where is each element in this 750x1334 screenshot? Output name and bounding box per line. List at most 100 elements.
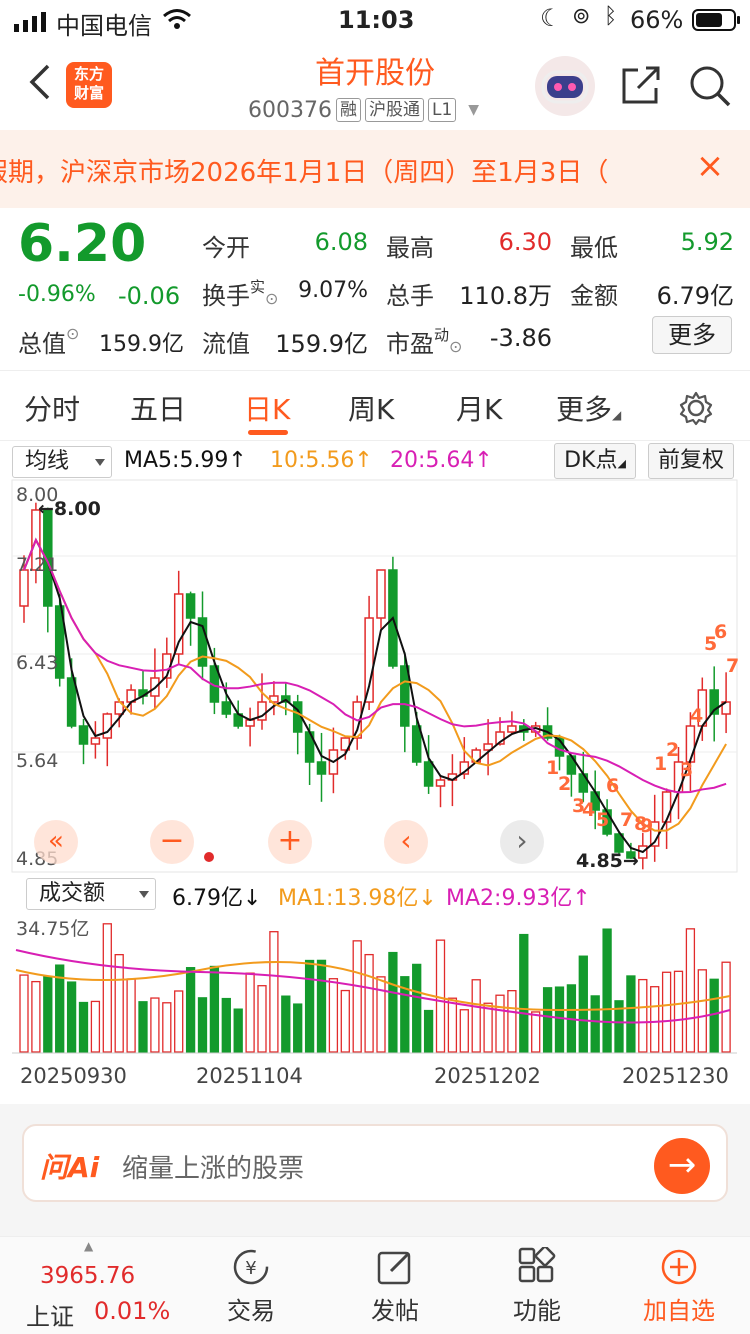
ask-ai-search[interactable]: 问Ai 缩量上涨的股票 → [22,1124,728,1202]
info-icon[interactable]: ⊙ [66,324,80,343]
volume-bar [483,1002,493,1053]
signal-label: 4 [690,705,703,727]
volume-bar [412,963,422,1053]
ma-selector[interactable]: 均线 [12,446,112,478]
bottom-bar: ▲ 3965.76 上证 0.01% ¥ 交易 发帖 功能 加自选 [0,1236,750,1334]
gear-icon[interactable] [678,390,714,426]
tab-five-day[interactable]: 五日 [130,393,187,426]
volume-bar [340,989,350,1053]
add-watchlist-button[interactable]: 加自选 [624,1247,734,1326]
signal-label: 1 [546,757,559,779]
scroll-left-button[interactable]: ‹ [384,820,428,864]
candle-body [614,833,624,853]
grid-icon [518,1247,556,1283]
dk-point-button[interactable]: DK点◢ [554,443,636,479]
signal-label: 7 [620,809,633,831]
stock-code: 600376 [248,97,332,123]
signal-label: 7 [726,655,739,677]
volume-bar [114,954,124,1053]
ask-ai-logo: 问Ai [40,1151,100,1184]
index-value[interactable]: 3965.76 [40,1263,136,1289]
rotation-lock-icon: ⊚ [572,4,591,29]
volume-bar [626,975,636,1053]
bluetooth-icon: ᛒ [604,4,618,29]
zoom-in-button[interactable]: + [268,820,312,864]
scroll-left-fast-button[interactable]: « [34,820,78,864]
volume-bar [304,959,315,1053]
tab-weekly-k[interactable]: 周K [348,393,395,426]
volume-bar [352,940,362,1053]
tab-intraday[interactable]: 分时 [24,393,81,426]
zoom-out-button[interactable]: − [150,820,194,864]
volume-bar [31,980,41,1053]
index-name[interactable]: 上证 [26,1303,74,1331]
signal-label: 2 [558,773,571,795]
candle-body [483,743,493,751]
tab-daily-k[interactable]: 日K [244,393,291,426]
volume-bar [673,970,684,1053]
float-label: 流值 [202,330,250,358]
robot-assistant-icon[interactable] [535,56,595,116]
back-button[interactable] [26,62,56,102]
wifi-icon [163,9,191,29]
holiday-notice-banner[interactable]: 假期，沪深京市场2026年1月1日（周四）至1月3日（ × [0,130,750,208]
volume-chart[interactable] [0,910,750,1060]
volume-bar [269,931,279,1053]
caret-down-icon[interactable]: ▼ [468,102,480,118]
ma-selector-label: 均线 [25,449,70,474]
volume-bar [245,972,255,1053]
mktcap-label: 总值⊙ [18,324,79,359]
more-quote-button[interactable]: 更多 [652,316,732,354]
candle-body [423,761,434,787]
high-label: 最高 [386,234,434,262]
open-label: 今开 [202,234,250,262]
tab-more[interactable]: 更多◢ [556,388,621,428]
candle-body [685,725,696,763]
volume-bar [102,923,112,1053]
candle-body [435,779,446,787]
info-icon[interactable]: ⊙ [265,289,279,308]
active-tab-underline [248,430,288,435]
arrow-right-icon[interactable]: → [654,1138,710,1194]
candle-body [197,617,208,667]
trade-button[interactable]: ¥ 交易 [196,1247,306,1326]
volume-bar [376,976,386,1053]
mktcap-value: 159.9亿 [99,332,184,357]
candle-body [173,593,184,655]
volume-bar [602,928,612,1053]
info-icon[interactable]: ⊙ [449,337,463,356]
post-button[interactable]: 发帖 [340,1247,450,1326]
scroll-right-button[interactable]: › [500,820,544,864]
volume-bar [233,1008,243,1053]
date-label-4: 20251230 [622,1064,729,1088]
function-button[interactable]: 功能 [482,1247,592,1326]
share-icon[interactable] [620,64,662,106]
volume-bar [66,981,77,1053]
volume-bar [661,971,672,1053]
volume-indicator-selector[interactable]: 成交额 [26,878,156,910]
volume-bar [221,997,231,1053]
ma5-value: MA5:5.99↑ [124,448,247,473]
chevron-left-icon [29,64,50,100]
volume-bar [293,1003,303,1053]
stock-subtitle: 600376 融 沪股通 L1 ▼ [248,95,479,125]
float-value: 159.9亿 [275,330,368,358]
index-change[interactable]: 0.01% [94,1297,171,1325]
candle-body [709,689,719,715]
corner-triangle-icon: ◢ [617,457,626,470]
volume-bar [554,986,565,1053]
corner-triangle-icon: ◢ [612,408,622,422]
low-value: 5.92 [680,228,734,256]
moon-icon: ☾ [540,4,562,32]
search-icon[interactable] [688,64,732,108]
volume-ma1-line [15,961,731,1012]
volume-bar [55,964,65,1053]
tab-monthly-k[interactable]: 月K [456,393,503,426]
ask-ai-placeholder: 缩量上涨的股票 [122,1154,305,1184]
close-icon[interactable]: × [690,146,730,190]
carrier-name: 中国电信 [56,12,152,40]
volume-bar [43,975,53,1053]
volume-bar [435,939,446,1053]
adjust-button[interactable]: 前复权 [648,443,734,479]
